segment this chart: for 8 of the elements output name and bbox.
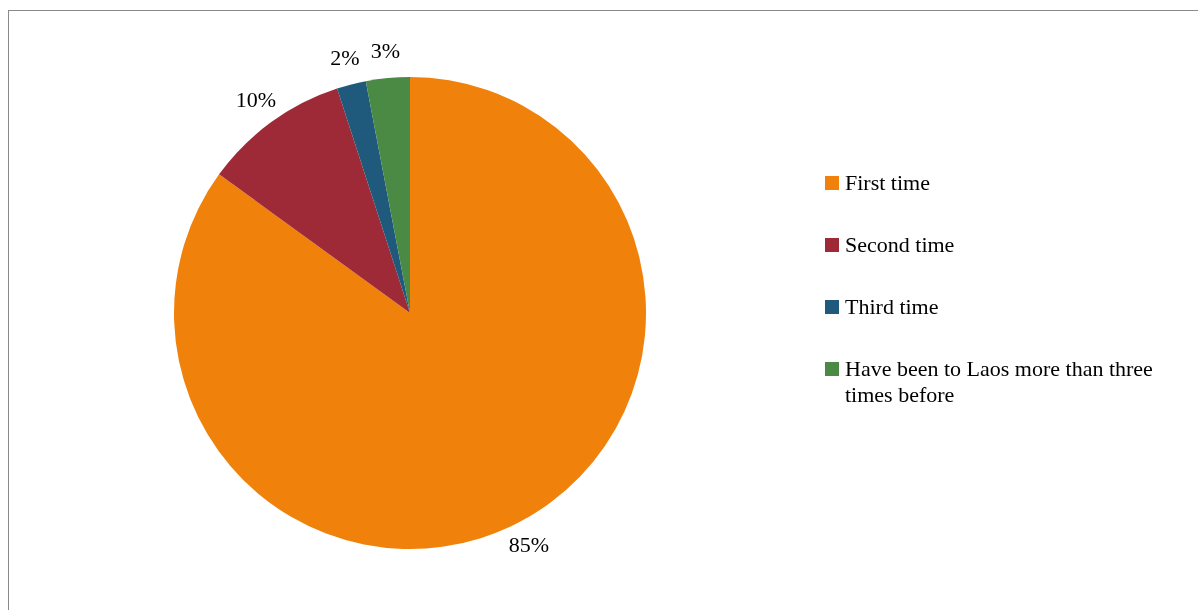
data-label: 85% <box>508 532 550 558</box>
data-label: 3% <box>370 37 401 63</box>
legend-label: First time <box>845 170 930 196</box>
legend-label: Second time <box>845 232 955 258</box>
legend-label: Third time <box>845 294 939 320</box>
data-label: 2% <box>330 45 360 71</box>
data-label: 10% <box>235 86 277 112</box>
legend-label: Have been to Laos more than three times before <box>845 356 1154 408</box>
